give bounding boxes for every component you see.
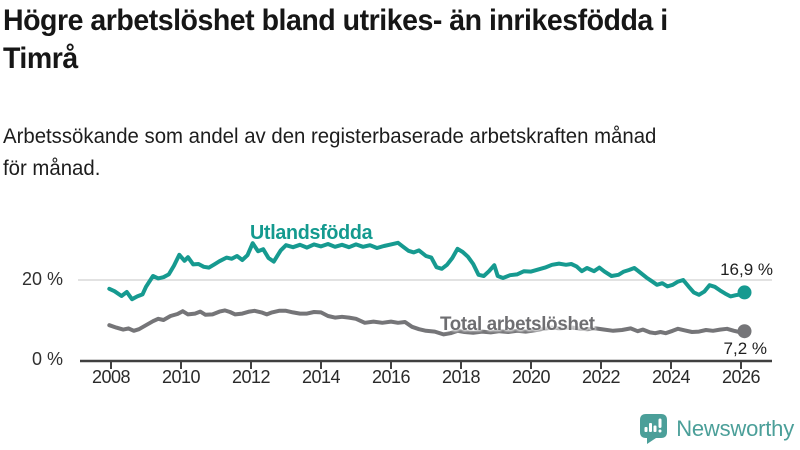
chart-subtitle: Arbetssökande som andel av den registerb… [3, 121, 798, 185]
y-axis-label-20: 20 % [21, 269, 63, 289]
series-label-utlandsfodda: Utlandsfödda [250, 221, 373, 244]
x-tick-label: 2026 [721, 367, 761, 387]
x-tick-label: 2024 [651, 367, 691, 387]
x-tick-label: 2018 [441, 367, 481, 387]
x-tick-label: 2022 [581, 367, 621, 387]
x-tick-label: 2016 [371, 367, 411, 387]
page-title: Högre arbetslöshet bland utrikes- än inr… [3, 2, 782, 78]
series-line-0 [107, 240, 747, 302]
chart-canvas [78, 240, 772, 369]
x-tick-label: 2020 [511, 367, 551, 387]
series-end-dot-1 [737, 324, 752, 339]
series-line-1 [107, 308, 747, 337]
x-tick-label: 2014 [301, 367, 341, 387]
end-value-total: 7,2 % [723, 339, 767, 358]
page-title-line-1: Högre arbetslöshet bland utrikes- än inr… [3, 4, 668, 37]
x-tick-label: 2012 [231, 367, 271, 387]
x-tick-label: 2010 [161, 367, 201, 387]
series-end-dot-0 [737, 285, 752, 300]
x-tick-label: 2008 [91, 367, 131, 387]
line-chart: 20 % 0 % Utlandsfödda Total arbetslöshet… [0, 195, 800, 410]
newsworthy-logo[interactable]: Newsworthy [640, 412, 794, 446]
chart-subtitle-line-1: Arbetssökande som andel av den registerb… [3, 125, 657, 148]
series-label-total: Total arbetslöshet [440, 313, 595, 335]
chart-subtitle-line-2: för månad. [3, 157, 101, 180]
y-axis-label-0: 0 % [31, 349, 63, 369]
end-value-utlandsfodda: 16,9 % [720, 260, 773, 279]
page-title-line-2: Timrå [3, 42, 78, 75]
newsworthy-icon [640, 414, 668, 444]
newsworthy-label: Newsworthy [676, 416, 794, 441]
